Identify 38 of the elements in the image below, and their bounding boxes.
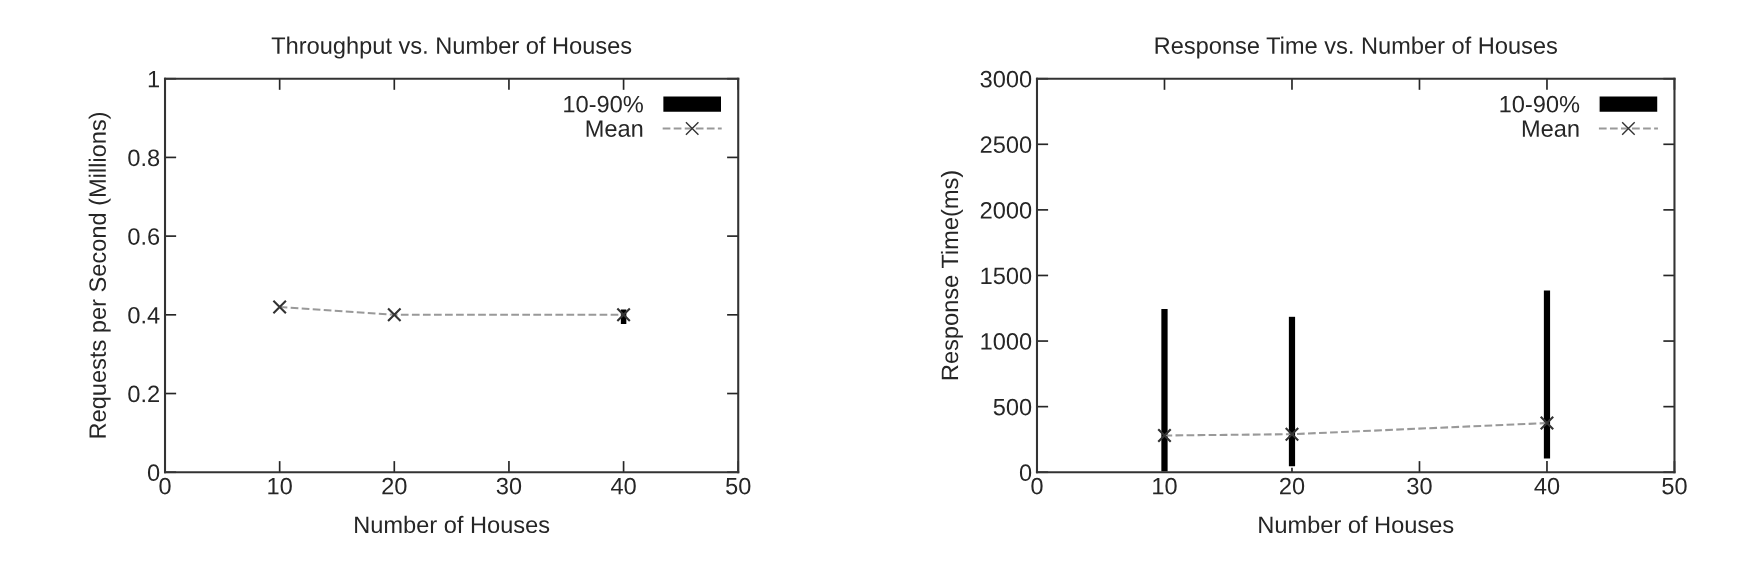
x-tick-label: 50 — [1662, 477, 1687, 495]
x-tick-label: 20 — [1280, 477, 1305, 495]
x-tick-label: 30 — [1407, 477, 1432, 495]
x-tick-label: 10 — [1153, 477, 1177, 495]
x-tick-label: 40 — [1534, 477, 1560, 495]
x-tick-label: 0 — [1031, 477, 1043, 495]
y-tick-label: 2500 — [980, 136, 1032, 154]
y-axis-title: Response Time(ms) — [940, 171, 963, 380]
x-tick-label: 40 — [611, 477, 636, 495]
bar — [1159, 307, 1170, 473]
bar — [1542, 289, 1552, 460]
legend-label: Mean — [1522, 120, 1579, 137]
y-tick-label: 0.4 — [128, 306, 160, 324]
chart-title: Throughput vs. Number of Houses — [271, 36, 632, 59]
y-tick-label: 0.2 — [128, 385, 159, 403]
legend-label: 10-90% — [564, 95, 643, 113]
y-axis-title: Requests per Second (Millions) — [88, 112, 111, 438]
x-tick-label: 0 — [159, 477, 171, 495]
x-axis-title: Number of Houses — [355, 515, 550, 534]
y-tick-label: 1000 — [981, 333, 1032, 350]
x-tick-label: 10 — [268, 477, 292, 495]
x-axis-title: Number of Houses — [1259, 515, 1454, 534]
y-tick-label: 0.6 — [128, 228, 160, 245]
y-tick-label: 500 — [993, 398, 1032, 416]
chart-title: Response Time vs. Number of Houses — [1155, 36, 1557, 59]
y-tick-label: 0.8 — [128, 149, 160, 167]
legend-label: 10-90% — [1500, 95, 1580, 113]
y-tick-label: 2000 — [980, 201, 1032, 219]
x-tick-label: 50 — [726, 477, 751, 495]
legend-label: Mean — [586, 120, 643, 137]
x-tick-label: 30 — [496, 477, 522, 495]
y-tick-label: 0 — [1019, 464, 1032, 482]
y-tick-label: 1 — [148, 71, 159, 88]
y-tick-label: 1500 — [981, 267, 1032, 285]
bar — [1287, 315, 1297, 468]
x-tick-label: 20 — [382, 477, 407, 495]
y-tick-label: 0 — [147, 464, 160, 482]
y-tick-label: 3000 — [980, 70, 1032, 88]
